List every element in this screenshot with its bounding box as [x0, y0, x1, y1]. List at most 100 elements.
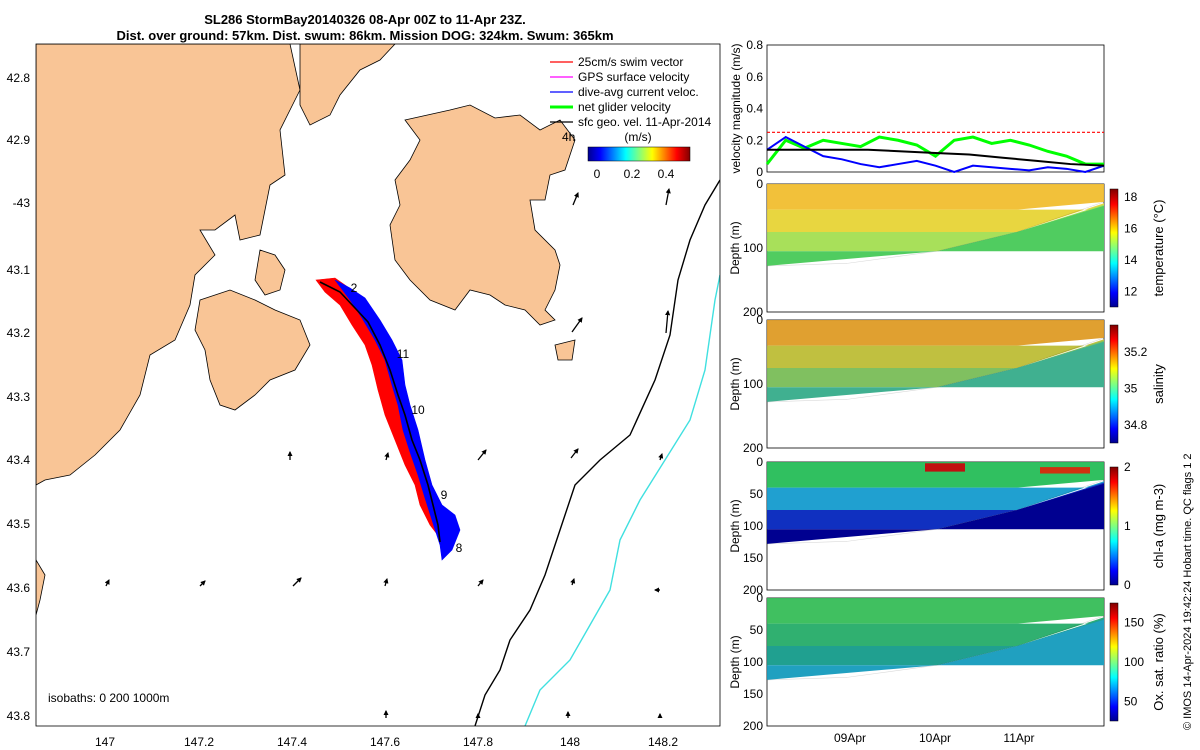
depth-tick: 0 — [756, 313, 763, 327]
depth-label: Depth (m) — [728, 357, 742, 410]
depth-tick: 200 — [743, 305, 763, 319]
legend-extra-label: 4h — [562, 130, 575, 144]
profile-section-band — [767, 462, 1104, 488]
isobaths-label: isobaths: 0 200 1000m — [48, 691, 169, 705]
speed-colorbar-tick: 0.2 — [624, 167, 641, 181]
land-north — [299, 44, 396, 126]
speed-colorbar-ticks: 0 0.2 0.4 — [594, 167, 675, 181]
day-label: 10 — [411, 403, 425, 417]
arrow-icon — [383, 578, 389, 587]
arrow-icon — [571, 317, 583, 333]
speed-colorbar-tick: 0.4 — [658, 167, 675, 181]
day-labels: 2 11 10 9 8 — [351, 281, 463, 555]
map-lat-tick: -43 — [13, 196, 31, 210]
arrow-icon — [665, 187, 671, 206]
profile-section-outline — [766, 597, 1105, 681]
profile-colorbar — [1109, 602, 1119, 722]
chl-max-patch — [925, 463, 965, 472]
velocity-series-line — [765, 135, 1104, 166]
depth-tick: 200 — [743, 583, 763, 597]
map-lat-tick: 43.3 — [7, 390, 31, 404]
profile-section-band — [767, 619, 1104, 680]
profile-section-band — [767, 483, 1104, 544]
colorbar-title: (m/s) — [624, 130, 651, 144]
arrow-icon — [292, 577, 302, 587]
arrow-icon — [570, 578, 576, 586]
chart-title: SL286 StormBay20140326 08-Apr 00Z to 11-… — [204, 12, 526, 27]
velocity-series-line — [766, 135, 1105, 174]
chart-subtitle: Dist. over ground: 57km. Dist. swum: 86k… — [116, 28, 614, 43]
depth-tick: 100 — [743, 519, 763, 533]
map-lon-tick: 147.4 — [277, 735, 307, 749]
map-lon-tick: 147 — [95, 735, 115, 749]
glider-track — [319, 281, 441, 543]
depth-tick: 0 — [756, 455, 763, 469]
colorbar-tick: 34.8 — [1124, 418, 1148, 432]
chl-max-patch — [1040, 467, 1090, 474]
map-lon-tick: 148.2 — [648, 735, 678, 749]
legend-entry: 25cm/s swim vector — [550, 55, 683, 69]
land-west — [36, 44, 301, 486]
profile-section-outline — [766, 183, 1105, 267]
profile-section-band — [767, 341, 1104, 402]
arrow-icon — [477, 449, 487, 461]
legend-label: 25cm/s swim vector — [578, 55, 683, 69]
colorbar-tick: 100 — [1124, 655, 1144, 669]
velocity-y-tick: 0.2 — [746, 133, 763, 147]
profile-section-band — [767, 617, 1104, 646]
day-label: 2 — [351, 281, 358, 295]
legend-entry: sfc geo. vel. 11-Apr-2014 — [550, 115, 712, 129]
velocity-y-tick: 0 — [756, 165, 763, 179]
isobath-200 — [474, 179, 720, 726]
legend-label: GPS surface velocity — [578, 70, 689, 84]
depth-tick: 150 — [743, 687, 763, 701]
arrow-icon — [477, 579, 484, 587]
depth-tick: 50 — [750, 623, 764, 637]
profile-section-band — [767, 320, 1104, 346]
legend-label: net glider velocity — [578, 100, 671, 114]
map-axes: 147 147.2 147.4 147.6 147.8 148 148.2 42.8 42.9 -… — [7, 71, 679, 749]
profile-section-band — [767, 205, 1104, 266]
profile-section-band — [767, 598, 1104, 624]
legend-entry: dive-avg current veloc. — [550, 85, 699, 99]
day-label: 9 — [441, 488, 448, 502]
profile-colorbar — [1109, 466, 1119, 586]
land-south-tip — [36, 559, 46, 616]
map-lat-tick: 43.6 — [7, 581, 31, 595]
legend-label: sfc geo. vel. 11-Apr-2014 — [578, 115, 712, 129]
colorbar-tick: 0 — [1124, 578, 1131, 592]
legend-entry: GPS surface velocity — [550, 70, 689, 84]
depth-tick: 200 — [743, 719, 763, 733]
profile-section-band — [767, 184, 1104, 210]
profile-panel: 0 100 200 Depth (m) 12 14 16 18 temperature (°C) — [728, 177, 1166, 319]
colorbar-tick: 50 — [1124, 694, 1138, 708]
arrow-icon — [384, 452, 390, 461]
land-bruny — [254, 249, 286, 296]
depth-tick: 0 — [756, 177, 763, 191]
colorbar-tick: 18 — [1124, 190, 1138, 204]
profile-panel: 0 50 100 150 200 Depth (m) 0 1 2 chl-a (mg m-3) — [728, 455, 1166, 597]
arrow-icon — [104, 579, 110, 587]
map-lat-tick: 43.7 — [7, 645, 31, 659]
velocity-y-tick: 0.6 — [746, 70, 763, 84]
colorbar-tick: 35 — [1124, 382, 1138, 396]
profile-colorbar — [1109, 324, 1119, 444]
profile-section-band — [767, 339, 1104, 368]
map-lon-tick: 147.6 — [370, 735, 400, 749]
velocity-y-tick: 0.8 — [746, 38, 763, 52]
profile-section-band — [767, 482, 1104, 530]
legend-label: dive-avg current veloc. — [578, 85, 699, 99]
map-lon-tick: 147.8 — [463, 735, 493, 749]
depth-tick: 100 — [743, 377, 763, 391]
day-label: 11 — [397, 347, 410, 361]
depth-label: Depth (m) — [728, 499, 742, 552]
map-panel: 147 147.2 147.4 147.6 147.8 148 148.2 42.8 42.9 -… — [7, 43, 721, 749]
isobath-1000 — [524, 274, 720, 726]
depth-tick: 200 — [743, 441, 763, 455]
depth-label: Depth (m) — [728, 221, 742, 274]
